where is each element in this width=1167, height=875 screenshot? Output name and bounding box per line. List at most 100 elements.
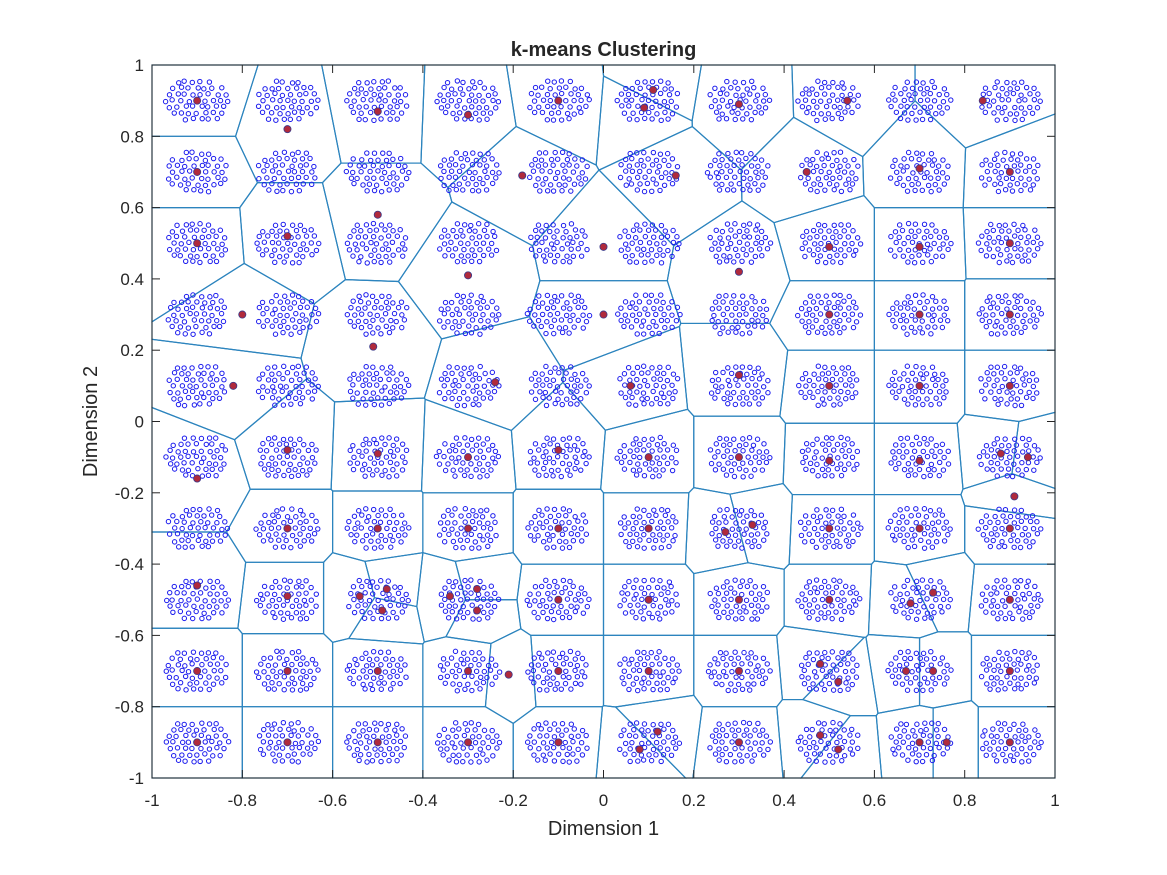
data-point <box>896 388 902 395</box>
data-point <box>356 163 362 169</box>
data-point <box>835 655 841 661</box>
data-point <box>563 512 569 519</box>
data-point <box>551 506 558 513</box>
data-point <box>445 461 451 467</box>
data-point <box>842 109 848 115</box>
data-point <box>984 655 990 662</box>
data-point <box>558 78 565 84</box>
data-point <box>201 86 207 92</box>
data-point <box>900 739 907 745</box>
data-point <box>178 726 184 733</box>
data-point <box>1026 734 1032 740</box>
data-point <box>203 466 209 473</box>
data-point <box>364 175 370 181</box>
data-point <box>897 115 904 122</box>
data-point <box>933 596 939 603</box>
data-point <box>901 610 907 616</box>
data-point <box>1002 507 1009 513</box>
data-point <box>991 156 998 162</box>
data-point <box>1035 91 1041 97</box>
data-point <box>449 455 455 461</box>
data-point <box>377 376 384 383</box>
data-point <box>738 758 745 764</box>
data-point <box>666 175 672 182</box>
data-point <box>984 168 991 175</box>
data-point <box>999 109 1005 116</box>
data-point <box>170 739 176 745</box>
data-point <box>762 174 768 180</box>
data-point <box>206 460 213 467</box>
data-point <box>641 649 647 656</box>
data-point <box>531 109 538 116</box>
data-point <box>460 163 466 169</box>
data-point <box>633 720 640 726</box>
data-point <box>351 371 357 378</box>
data-point <box>554 584 560 590</box>
data-point <box>313 447 319 453</box>
data-point <box>839 80 845 86</box>
data-point <box>1026 247 1032 253</box>
data-point <box>390 300 396 306</box>
data-point <box>920 80 926 86</box>
data-point <box>309 454 316 461</box>
data-point <box>826 513 832 519</box>
data-point <box>485 744 492 751</box>
data-point <box>202 598 208 604</box>
data-point <box>839 447 845 454</box>
data-point <box>274 188 280 194</box>
data-point <box>347 91 353 97</box>
data-point <box>344 98 350 104</box>
data-point <box>299 583 305 590</box>
data-point <box>913 434 920 441</box>
data-point <box>641 377 648 384</box>
data-point <box>930 376 936 383</box>
data-point <box>735 85 741 92</box>
data-point <box>753 169 759 175</box>
data-point <box>717 330 723 337</box>
data-point <box>204 104 211 110</box>
data-point <box>385 233 392 239</box>
data-point <box>399 609 406 615</box>
data-point <box>1030 395 1036 402</box>
data-point <box>394 721 400 727</box>
data-point <box>821 401 827 407</box>
data-point <box>731 436 737 442</box>
data-point <box>441 739 447 746</box>
data-point <box>936 91 942 98</box>
data-point <box>642 292 649 298</box>
data-point <box>818 240 824 247</box>
data-point <box>169 181 175 187</box>
data-point <box>760 655 767 661</box>
data-point <box>350 169 356 176</box>
data-point <box>739 661 745 667</box>
data-point <box>760 85 766 91</box>
data-point <box>744 371 750 378</box>
data-point <box>369 531 376 537</box>
data-point <box>397 85 403 91</box>
data-point <box>473 513 479 519</box>
data-point <box>453 759 460 765</box>
centroids <box>193 85 1032 754</box>
data-point <box>630 441 637 447</box>
data-point <box>350 298 356 304</box>
data-point <box>648 292 655 299</box>
data-point <box>189 745 195 752</box>
data-point <box>399 512 405 518</box>
data-point <box>266 603 272 609</box>
centroid-marker <box>915 381 924 390</box>
data-point <box>887 518 894 524</box>
data-point <box>825 655 831 662</box>
data-point <box>928 233 934 240</box>
data-point <box>255 103 262 109</box>
data-point <box>1004 258 1010 264</box>
data-point <box>715 543 721 549</box>
data-point <box>395 590 402 597</box>
data-point <box>1030 383 1037 390</box>
data-point <box>279 162 286 168</box>
data-point <box>752 323 758 329</box>
data-point <box>642 233 649 240</box>
data-point <box>653 298 660 304</box>
data-point <box>653 752 659 758</box>
data-point <box>295 293 302 300</box>
data-point <box>935 531 942 537</box>
